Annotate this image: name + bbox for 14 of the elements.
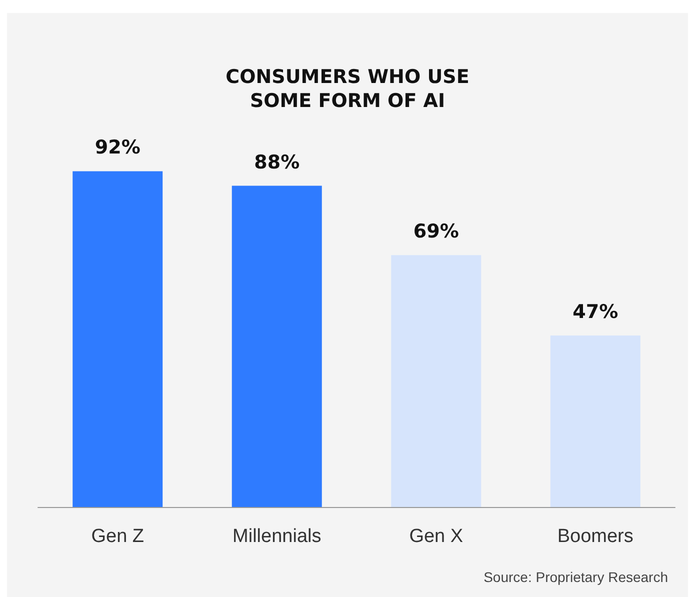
data-label: 92% bbox=[94, 136, 140, 159]
x-tick-label: Millennials bbox=[232, 526, 322, 547]
data-label: 47% bbox=[572, 300, 618, 323]
bar bbox=[72, 171, 163, 507]
chart-title: CONSUMERS WHO USE SOME FORM OF AI bbox=[226, 66, 470, 112]
source-note: Source: Proprietary Research bbox=[484, 569, 668, 585]
bar bbox=[550, 335, 640, 507]
bar bbox=[391, 255, 482, 507]
bar bbox=[232, 186, 322, 507]
x-tick-label: Gen X bbox=[409, 526, 464, 547]
data-label: 69% bbox=[413, 220, 459, 243]
x-tick-label: Boomers bbox=[557, 526, 634, 547]
x-tick-label: Gen Z bbox=[91, 526, 144, 547]
data-label: 88% bbox=[254, 151, 300, 174]
